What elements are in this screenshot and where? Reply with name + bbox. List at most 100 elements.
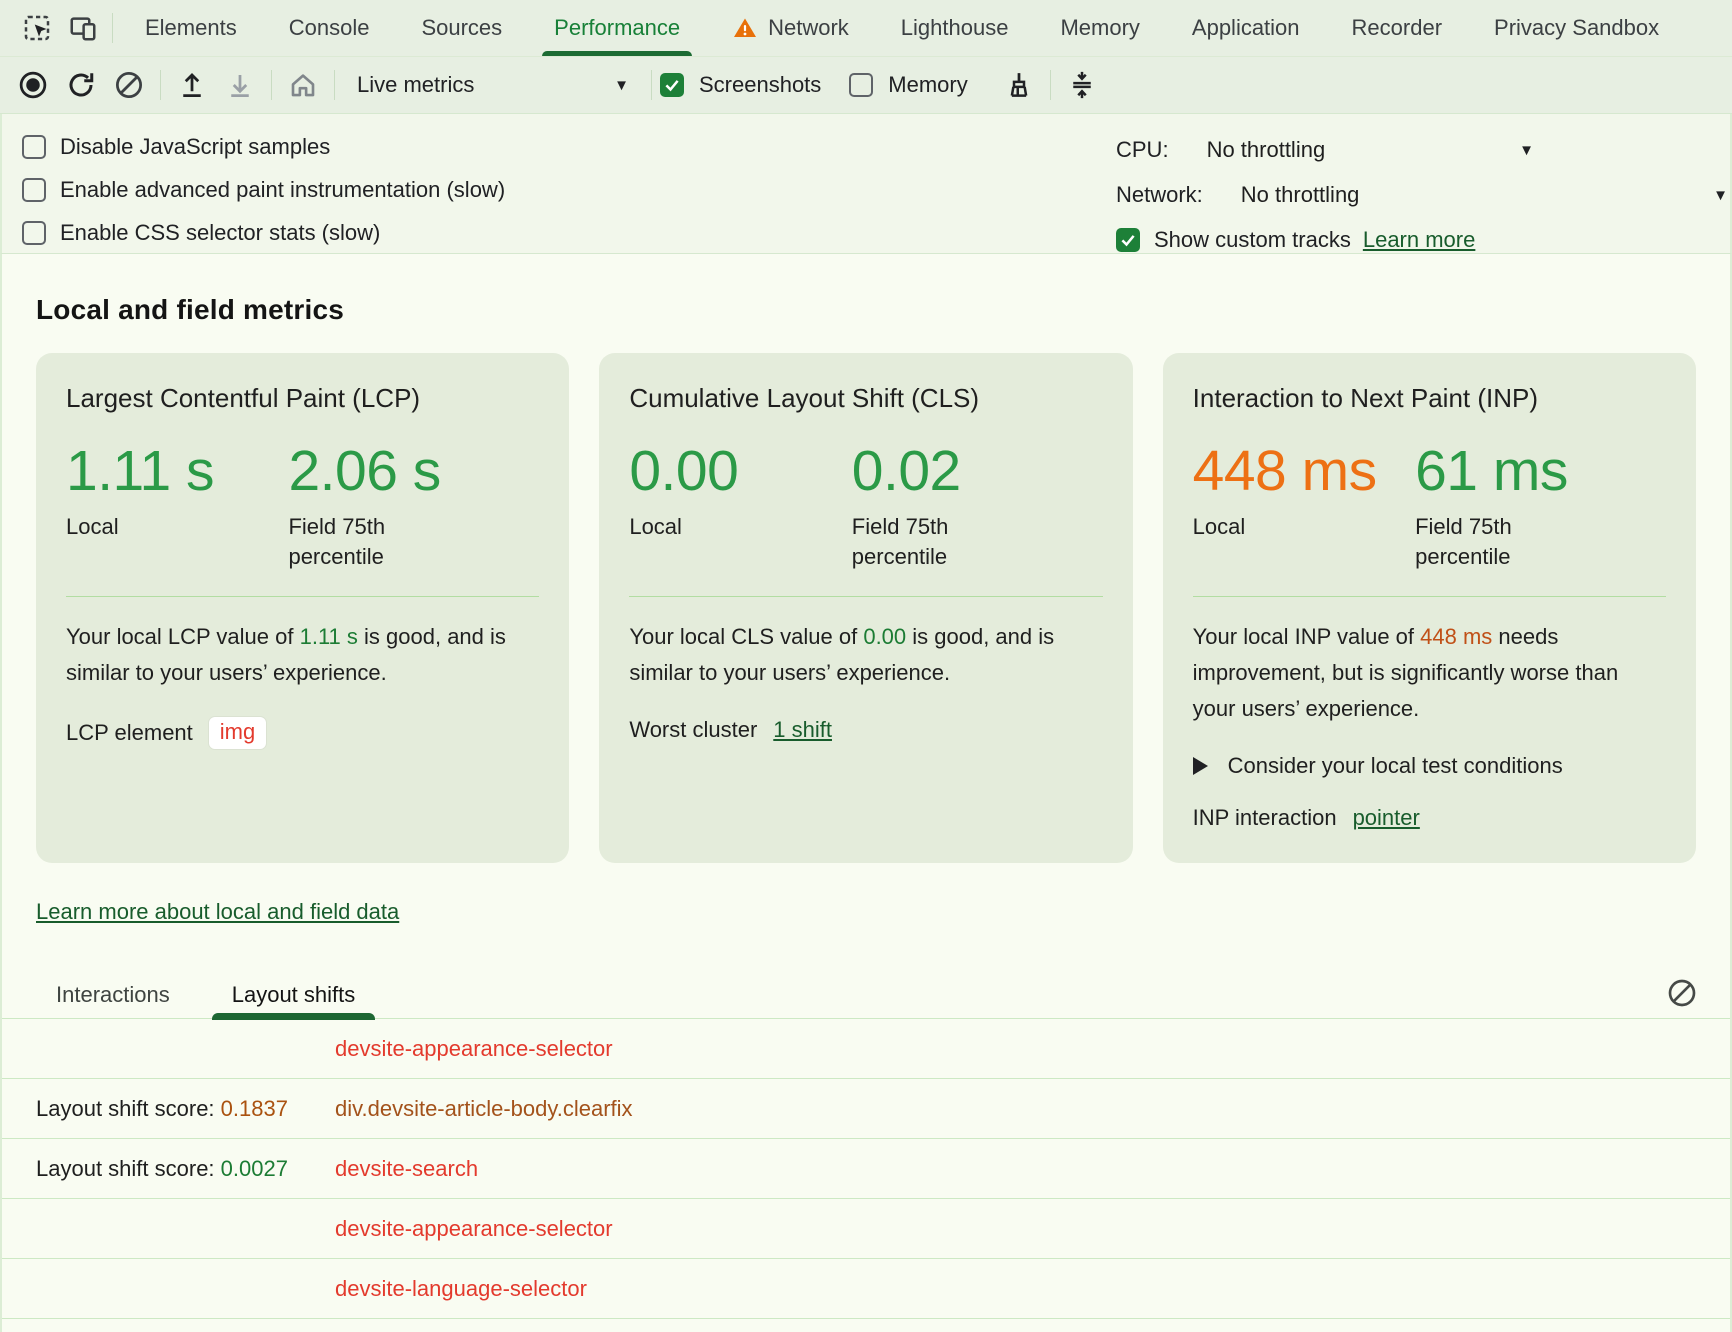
screenshots-label: Screenshots (699, 72, 821, 98)
network-throttling-select[interactable]: No throttling (1241, 182, 1360, 208)
shift-element-link[interactable]: devsite-appearance-selector (335, 1036, 613, 1062)
shift-element-link[interactable]: devsite-search (335, 1156, 478, 1182)
live-metrics-log: Interactions Layout shifts devsite-appea… (2, 971, 1730, 1332)
network-throttling-row: Network: No throttling ▼ (1116, 174, 1730, 216)
tab-sources[interactable]: Sources (395, 0, 528, 56)
home-button[interactable] (280, 70, 326, 100)
option-row: Enable CSS selector stats (slow) (22, 213, 505, 253)
tab-lighthouse[interactable]: Lighthouse (875, 0, 1035, 56)
inp-interaction-link[interactable]: pointer (1353, 805, 1420, 831)
capture-options-left: Disable JavaScript samples Enable advanc… (22, 124, 505, 239)
shift-element-link[interactable]: devsite-language-selector (335, 1276, 587, 1302)
gc-button[interactable] (996, 70, 1042, 100)
worst-cluster-link[interactable]: 1 shift (773, 717, 832, 743)
inspect-element-button[interactable] (14, 0, 60, 56)
shift-element-link[interactable]: devsite-appearance-selector (335, 1216, 613, 1242)
log-tab-layout-shifts[interactable]: Layout shifts (212, 971, 376, 1018)
clear-button[interactable] (106, 70, 152, 100)
lcp-element-link[interactable]: img (209, 717, 266, 749)
option-row: Disable JavaScript samples (22, 127, 505, 167)
tab-elements[interactable]: Elements (119, 0, 263, 56)
inp-card: Interaction to Next Paint (INP) 448 ms L… (1163, 353, 1696, 863)
local-field-data-learn-more-link[interactable]: Learn more about local and field data (36, 899, 399, 925)
tab-performance[interactable]: Performance (528, 0, 706, 56)
reload-icon (66, 70, 96, 100)
active-log-tab-underline (212, 1013, 376, 1020)
memory-checkbox[interactable] (849, 73, 873, 97)
export-icon (177, 70, 207, 100)
record-button[interactable] (10, 70, 56, 100)
layout-shift-row: div.devsite-floating-action-buttons (2, 1319, 1730, 1332)
capture-options: Disable JavaScript samples Enable advanc… (0, 114, 1732, 254)
layout-shift-row: devsite-appearance-selector (2, 1019, 1730, 1079)
toolbar-separator (1050, 70, 1051, 100)
dropdown-arrow-icon[interactable]: ▼ (1519, 142, 1534, 159)
dropdown-arrow-icon[interactable]: ▼ (1713, 187, 1728, 204)
metrics-heading: Local and field metrics (36, 294, 1696, 326)
block-icon (1666, 977, 1698, 1009)
worst-cluster-label: Worst cluster (629, 717, 757, 743)
inp-field-value-block: 61 ms Field 75th percentile (1415, 438, 1637, 572)
custom-tracks-row: Show custom tracks Learn more (1116, 219, 1730, 261)
layout-shift-row: Layout shift score: 0.1837 div.devsite-a… (2, 1079, 1730, 1139)
lcp-card: Largest Contentful Paint (LCP) 1.11 s Lo… (36, 353, 569, 863)
layout-shift-row: Layout shift score: 0.0027 devsite-searc… (2, 1139, 1730, 1199)
inp-local-value: 448 ms (1193, 438, 1415, 504)
tab-privacy-sandbox[interactable]: Privacy Sandbox (1468, 0, 1685, 56)
device-toolbar-icon (68, 13, 98, 43)
tab-network[interactable]: Network (706, 0, 875, 56)
option-row: Enable advanced paint instrumentation (s… (22, 170, 505, 210)
toolbar-separator (651, 70, 652, 100)
inp-description: Your local INP value of 448 ms needs imp… (1193, 619, 1666, 727)
record-icon (18, 70, 48, 100)
inp-local-value-block: 448 ms Local (1193, 438, 1415, 572)
inp-interaction-label: INP interaction (1193, 805, 1337, 831)
clear-log-button[interactable] (1666, 977, 1698, 1015)
shift-element-link[interactable]: div.devsite-article-body.clearfix (335, 1096, 633, 1122)
card-divider (1193, 596, 1666, 597)
show-custom-tracks-checkbox[interactable] (1116, 228, 1140, 252)
memory-label: Memory (888, 72, 967, 98)
inspect-icon (22, 13, 52, 43)
disclosure-triangle-icon (1193, 757, 1208, 775)
cls-local-value-block: 0.00 Local (629, 438, 851, 572)
save-profile-button[interactable] (217, 70, 263, 100)
warning-icon (732, 16, 758, 40)
record-and-reload-button[interactable] (58, 70, 104, 100)
capture-options-right: CPU: No throttling ▼ Network: No throttl… (1116, 124, 1730, 239)
clean-brush-icon (1004, 70, 1034, 100)
tab-console[interactable]: Console (263, 0, 396, 56)
lcp-field-value: 2.06 s (288, 438, 510, 504)
toolbar-separator (334, 70, 335, 100)
layout-shift-score-label: Layout shift score: (36, 1156, 221, 1181)
tab-application[interactable]: Application (1166, 0, 1326, 56)
advanced-paint-checkbox[interactable] (22, 178, 46, 202)
inp-card-title: Interaction to Next Paint (INP) (1193, 383, 1666, 414)
lcp-element-label: LCP element (66, 720, 193, 746)
metric-cards: Largest Contentful Paint (LCP) 1.11 s Lo… (36, 353, 1696, 863)
check-icon (1119, 231, 1137, 249)
device-toolbar-button[interactable] (60, 0, 106, 56)
disable-js-samples-checkbox[interactable] (22, 135, 46, 159)
tab-recorder[interactable]: Recorder (1326, 0, 1468, 56)
collapse-panel-button[interactable] (1059, 70, 1105, 100)
tab-memory[interactable]: Memory (1034, 0, 1165, 56)
home-icon (288, 70, 318, 100)
log-tab-interactions[interactable]: Interactions (36, 971, 190, 1018)
screenshots-checkbox[interactable] (660, 73, 684, 97)
cpu-throttling-select[interactable]: No throttling (1207, 137, 1326, 163)
custom-tracks-learn-more-link[interactable]: Learn more (1363, 227, 1476, 253)
log-tabbar: Interactions Layout shifts (2, 971, 1730, 1019)
live-metrics-view: Local and field metrics Largest Contentf… (0, 254, 1732, 1332)
cls-field-value: 0.02 (852, 438, 1074, 504)
layout-shift-score-value: 0.0027 (221, 1156, 288, 1181)
import-icon (225, 70, 255, 100)
local-test-conditions-disclosure[interactable]: Consider your local test conditions (1193, 753, 1666, 779)
load-profile-button[interactable] (169, 70, 215, 100)
layout-shift-score-label: Layout shift score: (36, 1096, 221, 1121)
collapse-icon (1067, 70, 1097, 100)
cls-local-value: 0.00 (629, 438, 851, 504)
live-metrics-select[interactable]: Live metrics ▼ (343, 65, 643, 105)
css-selector-stats-checkbox[interactable] (22, 221, 46, 245)
tabbar-separator (112, 13, 113, 43)
